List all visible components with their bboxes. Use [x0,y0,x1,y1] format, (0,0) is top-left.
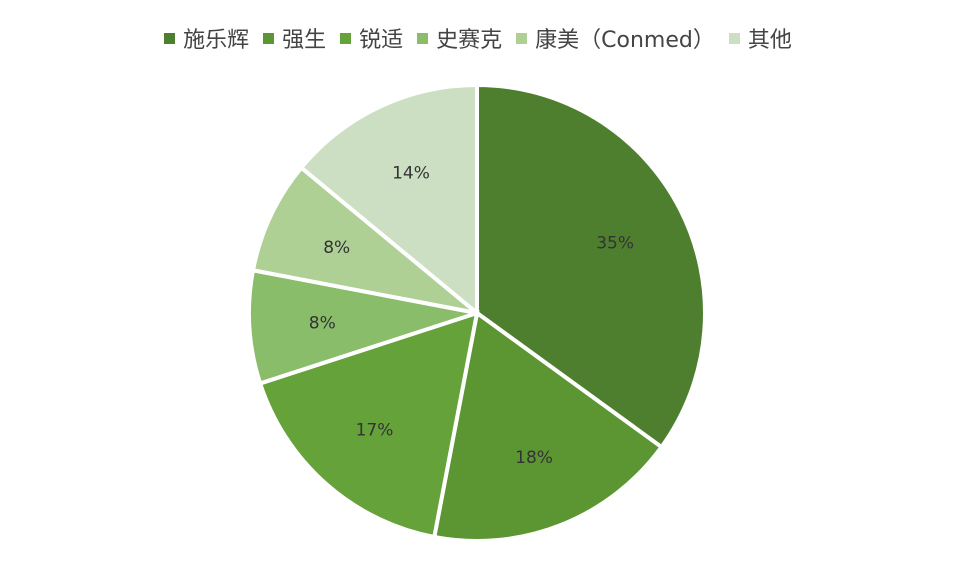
data-label: 8% [323,238,350,258]
legend-label: 施乐辉 [183,28,250,53]
pie-slice [298,82,479,318]
legend-label: 强生 [282,28,327,53]
pie-slice [431,309,665,543]
data-label: 18% [515,448,553,468]
legend-swatch [417,32,429,44]
legend-item: 其他 [728,22,792,54]
legend-label: 锐适 [359,28,404,53]
pie-slice [247,267,478,386]
legend-item: 强生 [263,22,326,54]
data-label: 14% [392,164,430,184]
legend-label: 其他 [747,28,792,53]
pie-slice [475,82,707,450]
legend-swatch [340,32,352,44]
legend-swatch [728,32,740,44]
data-label: 8% [309,314,336,334]
legend-label: 康美（Conmed） [535,28,715,53]
legend-label: 史赛克 [436,28,503,53]
data-label: 17% [356,420,394,440]
pie-slice [250,164,479,315]
legend-item: 锐适 [340,22,403,54]
legend: 施乐辉 强生 锐适 史赛克 康美（Conmed） 其他 [0,22,956,54]
legend-item: 施乐辉 [164,22,249,54]
legend-swatch [263,32,275,44]
data-label: 35% [596,234,634,254]
legend-swatch [516,32,528,44]
legend-swatch [164,32,176,44]
pie-slice [257,310,480,540]
legend-item: 史赛克 [417,22,502,54]
legend-item: 康美（Conmed） [516,22,715,54]
